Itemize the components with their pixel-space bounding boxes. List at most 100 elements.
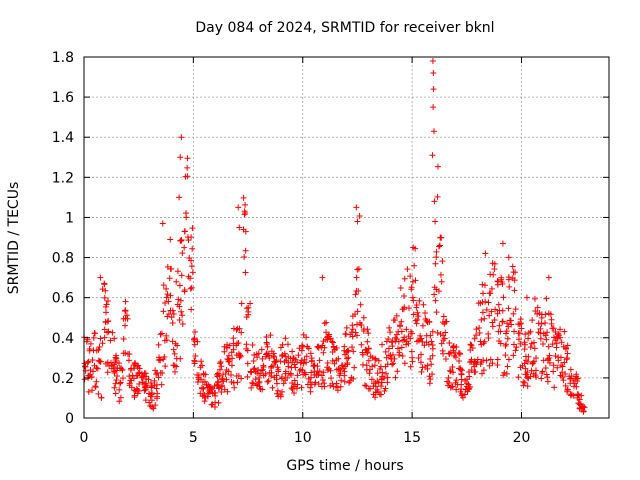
data-point [450,344,457,351]
data-point [159,369,166,376]
data-point [87,340,94,347]
data-point [88,374,95,381]
data-point [111,335,118,342]
data-point [554,364,561,371]
data-point [315,381,322,388]
data-point [264,343,271,350]
data-point [430,86,437,93]
data-point [178,272,185,279]
data-point [187,285,194,292]
data-point [524,374,531,381]
data-point [378,379,385,386]
data-point [466,359,473,366]
data-point [529,317,536,324]
data-point [155,357,162,364]
data-point [538,320,545,327]
data-point [429,371,436,378]
data-point [559,363,566,370]
data-point [330,344,337,351]
data-point [145,376,152,383]
data-point [155,374,162,381]
data-point [84,359,91,366]
data-point [250,380,257,387]
data-point [400,292,407,299]
data-point [277,358,284,365]
data-point [238,300,245,307]
data-point [562,382,569,389]
data-point [383,354,390,361]
data-point [374,378,381,385]
data-point [294,381,301,388]
data-point [422,315,429,322]
data-point [339,362,346,369]
data-point [136,380,143,387]
data-point [428,361,435,368]
data-point [379,341,386,348]
data-point [529,359,536,366]
data-point [498,274,505,281]
data-point [117,394,124,401]
data-point [439,258,446,265]
data-point [408,284,415,291]
data-point [123,312,130,319]
data-point [112,354,119,361]
data-point [410,297,417,304]
data-point [435,288,442,295]
data-point [272,359,279,366]
data-point [415,313,422,320]
data-point [374,370,381,377]
data-point [478,316,485,323]
data-point [301,369,308,376]
data-point [517,316,524,323]
data-point [404,266,411,273]
data-point [174,268,181,275]
data-point [177,237,184,244]
data-point [181,244,188,251]
data-point [578,392,585,399]
y-tick-label: 1.2 [52,170,74,186]
data-point [479,370,486,377]
data-point [511,328,518,335]
data-point [409,294,416,301]
data-point [408,348,415,355]
data-point [347,377,354,384]
data-point [429,152,436,159]
data-point [101,326,108,333]
data-point [163,294,170,301]
data-point [466,385,473,392]
data-point [321,344,328,351]
data-point [557,354,564,361]
data-point [170,310,177,317]
data-point [148,384,155,391]
data-point [215,399,222,406]
data-point [351,364,358,371]
data-point [83,338,90,345]
data-point [456,358,463,365]
data-point [104,298,111,305]
data-point [497,328,504,335]
data-point [410,244,417,251]
data-point [371,362,378,369]
data-point [396,352,403,359]
data-point [372,355,379,362]
data-point [396,322,403,329]
data-point [157,331,164,338]
data-point [305,375,312,382]
data-point [164,313,171,320]
data-point [103,301,110,308]
data-point [365,345,372,352]
data-point [504,320,511,327]
x-tick-label: 0 [80,430,89,446]
data-point [163,332,170,339]
data-point [487,290,494,297]
data-point [152,367,159,374]
data-point [179,250,186,257]
data-point [122,322,129,329]
data-point [222,370,229,377]
data-point [217,360,224,367]
data-point [260,363,267,370]
data-point [364,338,371,345]
data-point [164,291,171,298]
data-point [303,359,310,366]
data-point [184,164,191,171]
